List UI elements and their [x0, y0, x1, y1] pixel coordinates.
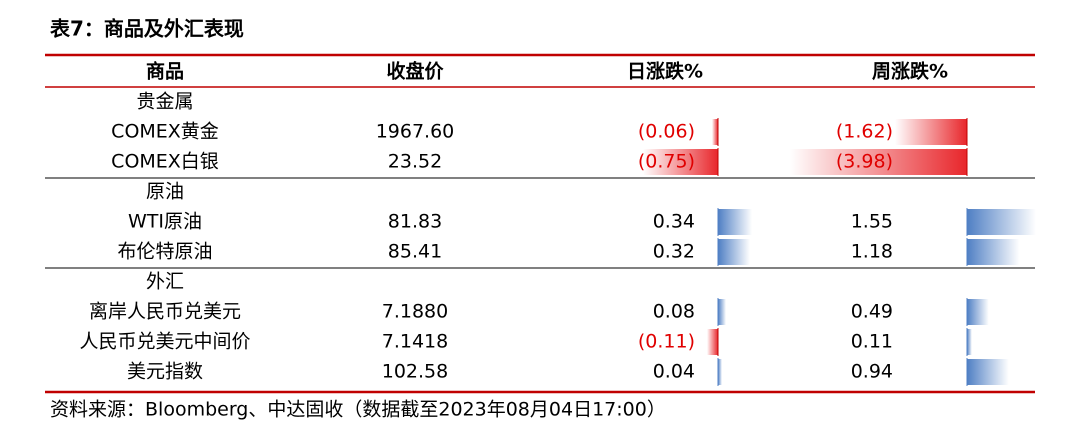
row-name: 离岸人民币兑美元 [89, 301, 241, 323]
close-price: 102.58 [382, 361, 448, 383]
data-bar [894, 119, 967, 145]
data-bar [643, 149, 718, 175]
close-price: 7.1880 [382, 301, 448, 323]
header-cell: 商品 [146, 60, 184, 83]
change-value: 0.34 [653, 211, 695, 233]
data-bar [712, 119, 718, 145]
change-value: (1.62) [836, 121, 893, 143]
group-label: 外汇 [146, 271, 184, 293]
row-name: 美元指数 [127, 361, 203, 383]
close-price: 23.52 [388, 151, 442, 173]
change-value: (0.11) [638, 331, 695, 353]
data-bar [718, 209, 752, 235]
change-value: (0.06) [638, 121, 695, 143]
change-value: 0.08 [653, 301, 695, 323]
data-bar [790, 149, 967, 175]
data-bar [967, 329, 972, 355]
change-value: (3.98) [836, 151, 893, 173]
data-bar [718, 299, 726, 325]
group-label: 原油 [146, 181, 184, 203]
data-bar [967, 359, 1009, 385]
change-value: 0.04 [653, 361, 695, 383]
data-bar [718, 239, 750, 265]
row-name: 布伦特原油 [117, 241, 212, 263]
data-bar [967, 209, 1036, 235]
row-name: COMEX白银 [111, 151, 219, 173]
header-cell: 收盘价 [386, 60, 444, 83]
change-value: 1.18 [851, 241, 893, 263]
data-bar [967, 239, 1020, 265]
change-value: 0.94 [851, 361, 893, 383]
close-price: 7.1418 [382, 331, 448, 353]
header-cell: 周涨跌% [872, 60, 948, 83]
close-price: 85.41 [388, 241, 442, 263]
change-value: 0.11 [851, 331, 893, 353]
data-bar [707, 329, 718, 355]
change-value: (0.75) [638, 151, 695, 173]
row-name: WTI原油 [128, 211, 202, 233]
row-name: COMEX黄金 [111, 121, 219, 143]
data-bar [718, 359, 722, 385]
header-cell: 日涨跌% [627, 60, 703, 83]
close-price: 1967.60 [376, 121, 455, 143]
data-bar [967, 299, 989, 325]
change-value: 0.32 [653, 241, 695, 263]
title: 表7：商品及外汇表现 [50, 17, 244, 41]
group-label: 贵金属 [136, 91, 193, 113]
row-name: 人民币兑美元中间价 [79, 331, 250, 353]
change-value: 1.55 [851, 211, 893, 233]
change-value: 0.49 [851, 301, 893, 323]
source-note: 资料来源：Bloomberg、中达固收（数据截至2023年08月04日17:00… [50, 399, 666, 421]
close-price: 81.83 [388, 211, 442, 233]
